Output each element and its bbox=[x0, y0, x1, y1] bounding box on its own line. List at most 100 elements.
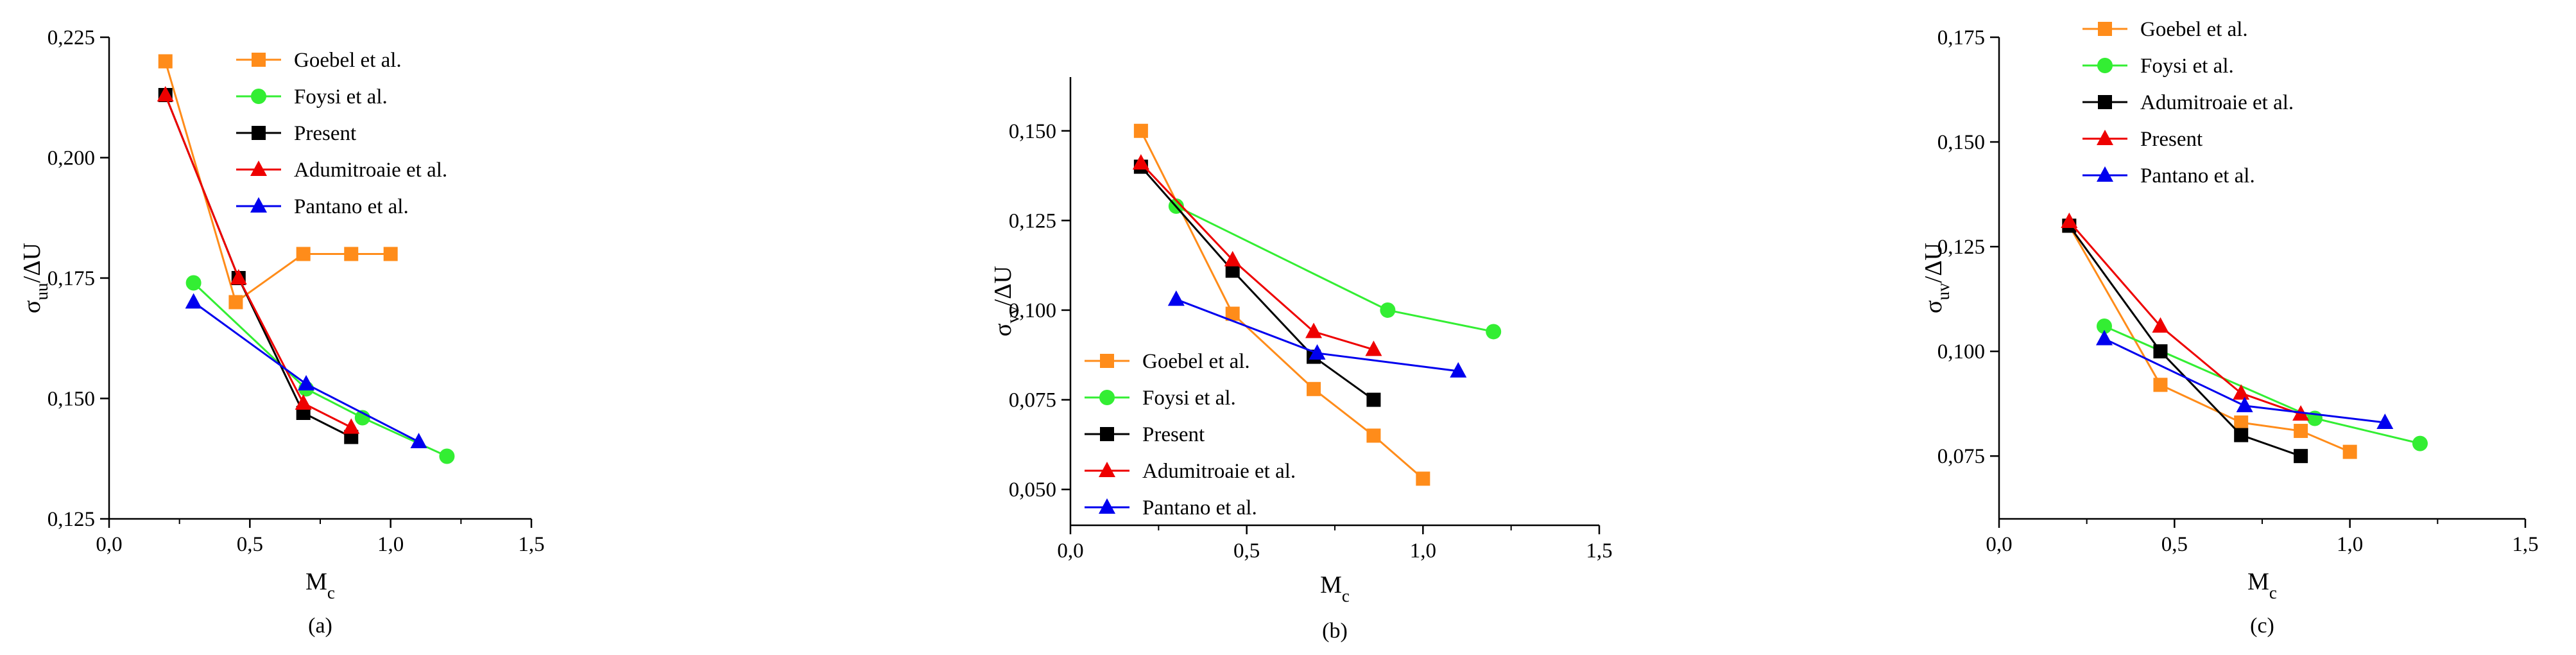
y-tick-label: 0,075 bbox=[1937, 445, 1985, 468]
series-present bbox=[1133, 159, 1381, 407]
legend-label: Foysi et al. bbox=[1142, 387, 1236, 410]
legend-label: Foysi et al. bbox=[2140, 55, 2234, 78]
y-tick-label: 0,125 bbox=[1937, 236, 1985, 259]
data-point bbox=[410, 433, 427, 448]
x-tick-label: 1,0 bbox=[1410, 539, 1436, 563]
x-axis-label-subscript: c bbox=[2269, 583, 2277, 602]
series-adumitroaie bbox=[1132, 154, 1382, 356]
legend-label: Present bbox=[1142, 423, 1205, 446]
data-point bbox=[383, 247, 398, 261]
x-axis-label: Mc bbox=[2247, 568, 2277, 602]
x-tick-label: 0,0 bbox=[1986, 533, 2012, 556]
series-foysi bbox=[185, 275, 455, 464]
x-axis-label-main: M bbox=[305, 568, 327, 595]
legend-marker bbox=[250, 161, 267, 176]
data-point bbox=[1450, 362, 1467, 378]
legend-marker bbox=[1100, 427, 1114, 441]
data-point bbox=[2376, 414, 2394, 429]
series-line bbox=[193, 282, 448, 457]
legend-label: Adumitroaie et al. bbox=[2140, 91, 2294, 114]
x-axis-label: Mc bbox=[1320, 572, 1350, 606]
data-point bbox=[1224, 250, 1241, 266]
y-axis-label-subscript: uv bbox=[1934, 283, 1953, 301]
y-tick-label: 0,125 bbox=[47, 508, 95, 531]
legend-entry: Pantano et al. bbox=[2082, 164, 2255, 188]
data-point bbox=[1132, 154, 1149, 170]
legend-label: Goebel et al. bbox=[294, 49, 402, 72]
legend-marker bbox=[1100, 354, 1114, 368]
chart-panel-b: 0,0 0,5 1,0 1,5 0,050 0,075 0,100 0,125 0,150 Mc (… bbox=[990, 77, 1613, 643]
panel-caption: (c) bbox=[2250, 614, 2274, 638]
legend-marker bbox=[1099, 498, 1115, 514]
y-axis-label-main: σ bbox=[1920, 300, 1947, 313]
data-point bbox=[228, 295, 243, 310]
legend-marker bbox=[252, 53, 266, 67]
data-point bbox=[296, 247, 311, 261]
data-point bbox=[157, 86, 174, 101]
x-axis-label-subscript: c bbox=[327, 583, 335, 602]
data-point bbox=[1167, 290, 1185, 306]
y-tick-label: 0,175 bbox=[1937, 26, 1985, 49]
y-axis-label: σuv/ΔU bbox=[1920, 243, 1953, 313]
series-foysi bbox=[2097, 319, 2428, 451]
series-goebel bbox=[1133, 123, 1430, 486]
x-tick-label: 0,0 bbox=[96, 533, 122, 556]
series-line bbox=[164, 94, 352, 438]
data-point bbox=[1133, 123, 1148, 138]
y-tick-label: 0,100 bbox=[1937, 340, 1985, 363]
data-point bbox=[2294, 424, 2308, 439]
legend-marker bbox=[251, 89, 266, 104]
panel-caption: (b) bbox=[1322, 619, 1348, 643]
data-point bbox=[1309, 344, 1326, 360]
legend-marker bbox=[252, 126, 266, 140]
x-axis-label-main: M bbox=[2247, 568, 2269, 595]
legend-marker bbox=[1099, 390, 1115, 405]
y-tick-label: 0,200 bbox=[47, 147, 95, 170]
panel-caption: (a) bbox=[308, 614, 332, 638]
data-point bbox=[1305, 322, 1323, 338]
legend-label: Adumitroaie et al. bbox=[1142, 460, 1296, 483]
legend-label: Adumitroaie et al. bbox=[294, 159, 447, 182]
data-point bbox=[439, 448, 455, 464]
legend-entry: Pantano et al. bbox=[1085, 496, 1257, 520]
data-point bbox=[344, 247, 359, 261]
series-line bbox=[2068, 220, 2301, 415]
legend-entry: Present bbox=[2082, 128, 2202, 151]
y-tick-label: 0,150 bbox=[1937, 131, 1985, 154]
y-axis-label-tail: /ΔU bbox=[1920, 243, 1947, 283]
x-tick-label: 1,5 bbox=[1586, 539, 1612, 563]
y-axis-label-tail: /ΔU bbox=[990, 266, 1017, 306]
y-tick-label: 0,075 bbox=[1009, 389, 1056, 412]
legend-marker bbox=[2097, 58, 2113, 73]
y-tick-label: 0,175 bbox=[47, 267, 95, 290]
data-point bbox=[1225, 263, 1240, 278]
data-point bbox=[2342, 444, 2357, 459]
x-tick-label: 0,5 bbox=[1233, 539, 1260, 563]
legend-entry: Adumitroaie et al. bbox=[236, 159, 447, 182]
legend-marker bbox=[2097, 130, 2113, 145]
data-point bbox=[2234, 428, 2249, 442]
legend-label: Pantano et al. bbox=[2140, 164, 2255, 188]
legend-entry: Goebel et al. bbox=[1085, 350, 1250, 373]
data-point bbox=[2236, 396, 2253, 412]
y-tick-label: 0,225 bbox=[47, 26, 95, 49]
data-point bbox=[1486, 324, 1502, 340]
data-point bbox=[295, 394, 312, 410]
legend-label: Pantano et al. bbox=[1142, 496, 1257, 520]
series-line bbox=[1140, 162, 1374, 351]
legend-label: Goebel et al. bbox=[1142, 350, 1250, 373]
legend-marker bbox=[2097, 166, 2113, 182]
series-pantano bbox=[185, 293, 427, 448]
x-tick-label: 1,5 bbox=[2512, 533, 2538, 556]
legend-entry: Present bbox=[1085, 423, 1205, 446]
x-tick-label: 1,5 bbox=[518, 533, 544, 556]
data-point bbox=[1365, 340, 1382, 356]
data-point bbox=[2096, 329, 2113, 345]
series-pantano bbox=[1167, 290, 1467, 378]
x-axis-label-main: M bbox=[1320, 572, 1342, 598]
data-point bbox=[343, 418, 360, 434]
legend-label: Goebel et al. bbox=[2140, 18, 2248, 41]
x-tick-label: 0,5 bbox=[237, 533, 263, 556]
y-axis-label: σvv/ΔU bbox=[990, 266, 1022, 336]
legend-entry: Goebel et al. bbox=[2082, 18, 2248, 41]
